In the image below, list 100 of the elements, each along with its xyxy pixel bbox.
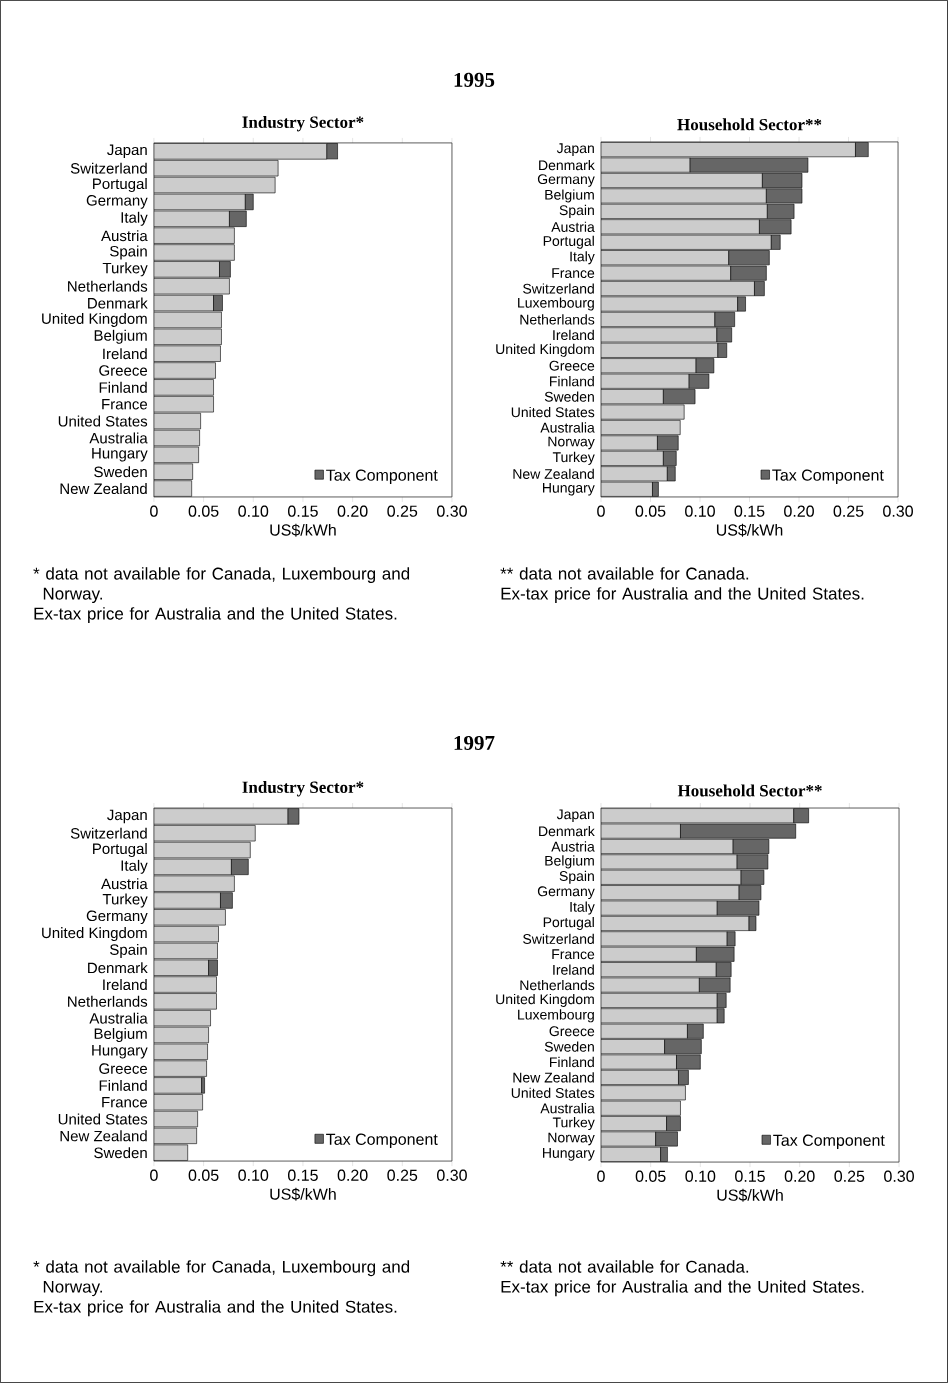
y-tick-label: Japan [107, 144, 147, 159]
x-tick-label: 0.30 [884, 1170, 915, 1182]
bar [220, 892, 233, 909]
y-tick-label: Spain [559, 204, 594, 218]
y-tick-label: Turkey [552, 1117, 595, 1131]
y-tick-label: Austria [101, 878, 148, 890]
x-tick-label: 0.15 [288, 1169, 318, 1181]
text: * data not available for Canada, Luxembourg and Norway. [33, 1260, 410, 1297]
text: Ex-tax price for Australia and the United States. [34, 607, 397, 624]
y-tick-label: Austria [551, 841, 595, 852]
x-axis-title: US$/kWh [270, 523, 336, 537]
y-tick-label: Germany [86, 910, 148, 925]
x-tick-label: 0.25 [833, 505, 864, 517]
y-tick-label: Luxembourg [518, 1009, 594, 1023]
y-tick-label: Australia [540, 422, 595, 433]
x-tick-label: 0.15 [735, 1170, 765, 1182]
y-tick-label: France [102, 1096, 148, 1108]
chart-subtitle: Household Sector** [677, 784, 822, 797]
x-tick-label: 0.10 [238, 505, 269, 517]
y-tick-label: Spain [110, 943, 147, 958]
x-tick-label: 0.20 [337, 505, 368, 517]
chart-subtitle: Industry Sector* [242, 781, 364, 797]
y-tick-label: Luxembourg [518, 297, 594, 311]
y-tick-label: Turkey [102, 893, 148, 908]
y-tick-label: Australia [89, 1012, 148, 1024]
text: Ex-tax price for Australia and the United States. [501, 1280, 864, 1297]
x-tick-label: 0.25 [834, 1170, 865, 1182]
y-tick-label: Netherlands [68, 995, 148, 1007]
y-tick-label: Norway [548, 1132, 595, 1146]
y-tick-label: United States [511, 1087, 595, 1098]
y-tick-label: Turkey [552, 451, 595, 465]
text: Ex-tax price for Australia and the United States. [34, 1300, 397, 1317]
y-tick-label: Sweden [94, 1147, 147, 1159]
y-tick-label: Belgium [94, 1027, 147, 1042]
y-tick-label: Australia [89, 432, 148, 444]
y-tick-label: Germany [86, 195, 148, 209]
y-tick-label: Portugal [93, 178, 147, 193]
chart-subtitle: Household Sector** [677, 118, 822, 131]
y-tick-label: Greece [549, 360, 595, 371]
y-tick-label: Germany [537, 886, 595, 900]
y-tick-label: Japan [556, 809, 594, 822]
y-tick-label: United Kingdom [42, 312, 147, 327]
y-tick-label: Sweden [544, 391, 594, 402]
legend-label: Tax Component [326, 1133, 438, 1149]
y-tick-label: United Kingdom [42, 927, 147, 942]
x-axis-title: US$/kWh [717, 523, 783, 537]
y-tick-label: United States [511, 406, 595, 418]
bar [153, 892, 221, 909]
bar [231, 858, 249, 875]
y-tick-label: Switzerland [70, 827, 147, 839]
bar [153, 808, 289, 825]
y-tick-label: Japan [556, 143, 594, 156]
x-axis-title: US$/kWh [717, 1188, 783, 1202]
y-tick-label: Finland [99, 1079, 147, 1091]
x-tick-label: 0.20 [337, 1169, 368, 1181]
bar [153, 1060, 207, 1077]
y-tick-label: Hungary [92, 1045, 148, 1059]
y-tick-label: Italy [121, 211, 148, 226]
x-axis-title: US$/kWh [270, 1187, 336, 1201]
chart-title: 1995 [454, 72, 495, 87]
y-tick-label: France [102, 399, 148, 410]
y-tick-label: Finland [550, 376, 594, 387]
y-tick-label: Greece [549, 1026, 595, 1037]
y-tick-label: Italy [570, 251, 595, 265]
text: * data not available for Canada, Luxembourg and Norway. [33, 567, 410, 604]
bar [153, 993, 217, 1010]
y-tick-label: New Zealand [513, 1072, 594, 1083]
y-tick-label: Austria [101, 230, 148, 242]
y-tick-label: France [552, 949, 595, 960]
x-tick-label: 0.30 [437, 505, 467, 517]
y-tick-label: Italy [570, 901, 595, 915]
y-tick-label: Portugal [543, 916, 594, 930]
y-tick-label: Netherlands [520, 979, 595, 991]
y-tick-label: United Kingdom [496, 993, 594, 1007]
y-tick-label: Spain [110, 245, 147, 260]
legend-label: Tax Component [772, 469, 884, 484]
y-tick-label: Switzerland [523, 933, 594, 945]
y-tick-label: Ireland [103, 979, 147, 991]
y-tick-label: New Zealand [60, 1130, 147, 1142]
legend-label: Tax Component [773, 1134, 885, 1150]
x-tick-label: 0 [150, 505, 158, 517]
text: Ex-tax price for Australia and the United States. [501, 587, 864, 604]
y-tick-label: Ireland [553, 964, 594, 975]
x-tick-label: 0.30 [437, 1169, 467, 1181]
y-tick-label: Netherlands [520, 314, 595, 325]
legend-label: Tax Component [326, 469, 438, 484]
y-tick-label: United States [58, 415, 148, 427]
x-tick-label: 0.10 [685, 505, 715, 517]
x-tick-label: 0.05 [635, 1170, 666, 1182]
x-tick-label: 0.25 [387, 1169, 418, 1181]
x-tick-label: 0 [597, 1170, 605, 1182]
y-tick-label: Netherlands [68, 280, 148, 292]
y-tick-label: United Kingdom [496, 343, 594, 357]
x-tick-label: 0.05 [635, 505, 666, 517]
x-tick-label: 0.20 [784, 1170, 815, 1182]
y-tick-label: Denmark [88, 297, 148, 309]
y-tick-label: Hungary [543, 1148, 595, 1161]
y-tick-label: Germany [537, 174, 595, 187]
y-tick-label: Greece [99, 1063, 148, 1074]
y-tick-label: New Zealand [60, 483, 147, 495]
